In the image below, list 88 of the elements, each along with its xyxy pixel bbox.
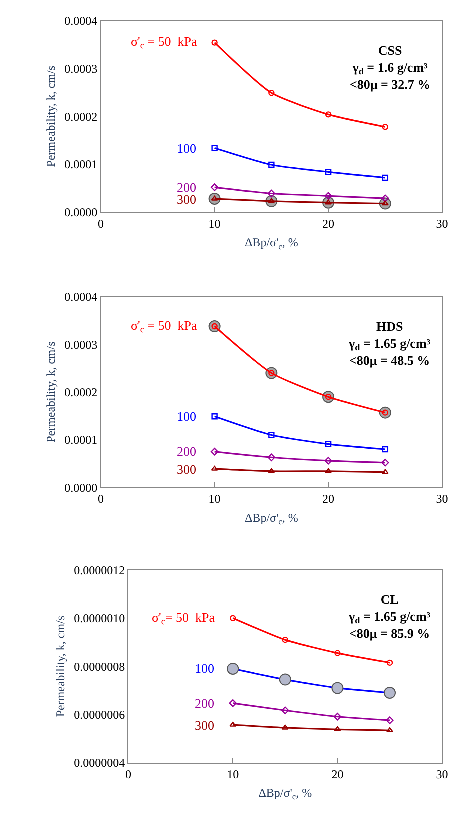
y-tick-label: 0.0000004	[74, 756, 126, 770]
point	[230, 615, 236, 622]
point	[212, 40, 218, 46]
y-tick-label: 0.0001	[64, 158, 98, 172]
point	[268, 190, 276, 198]
point	[227, 662, 240, 675]
y-tick-label: 0.0002	[64, 386, 98, 400]
y-tick-label: 0.0003	[64, 62, 98, 76]
x-tick-label: 30	[436, 767, 448, 782]
point	[268, 468, 276, 474]
x-tick-label: 0	[98, 216, 104, 231]
text: HDS	[376, 319, 404, 334]
point	[384, 687, 396, 700]
point	[282, 724, 289, 730]
series-label: σ'$_{c}$ = 50 kPa	[131, 34, 198, 51]
y-axis-title: Permeability, k, cm/s	[44, 341, 58, 443]
point	[212, 145, 218, 152]
point	[279, 674, 292, 686]
point	[268, 90, 275, 96]
point	[324, 457, 332, 465]
legend-label: 200	[177, 444, 196, 459]
point	[334, 650, 341, 656]
y-axis-title: Permeability, k, cm/s	[53, 616, 68, 718]
x-tick-label: 20	[322, 492, 335, 506]
annotation: γ$_{d}$ = 1.65 g/cm³	[348, 608, 431, 626]
point	[382, 174, 389, 182]
series-label: σ'$_{c}$ = 50 kPa	[131, 318, 198, 335]
text: CL	[380, 592, 400, 607]
point	[325, 112, 332, 118]
point	[334, 713, 342, 721]
y-tick-label: 0.0000006	[74, 708, 126, 722]
x-tick-label: 30	[436, 492, 448, 506]
y-tick-label: 0.0000008	[74, 660, 126, 674]
point	[382, 446, 389, 453]
x-tick-label: 20	[322, 216, 335, 231]
x-tick-label: 20	[332, 767, 344, 782]
point	[382, 469, 389, 474]
annotation: <80μ = 85.9 %	[350, 626, 430, 641]
x-axis-title: ΔBp/σ'$_{c}$, %	[258, 786, 312, 802]
point	[268, 432, 275, 438]
y-tick-label: 0.0004	[64, 290, 98, 304]
legend-label: 100	[177, 409, 196, 424]
annotation: <80μ = 32.7 %	[350, 76, 431, 92]
point	[268, 162, 275, 168]
annotation: <80μ = 48.5 %	[350, 352, 430, 368]
y-tick-label: 0.0000	[64, 206, 98, 220]
point	[332, 682, 344, 694]
y-tick-label: 0.0003	[64, 338, 98, 352]
point	[382, 459, 390, 467]
x-axis-title: ΔBp/σ'$_{c}$, %	[244, 236, 298, 252]
point	[282, 706, 290, 714]
y-tick-label: 0.0001	[64, 433, 98, 448]
text: 300	[177, 192, 196, 207]
x-tick-label: 0	[126, 767, 132, 782]
point	[386, 716, 394, 724]
legend-label: 300	[195, 718, 214, 733]
x-tick-label: 10	[208, 216, 221, 231]
y-tick-label: 0.0004	[64, 14, 98, 28]
series-label: σ'$_{c}$= 50 kPa	[152, 610, 216, 627]
point	[324, 192, 332, 200]
point	[282, 636, 288, 644]
point	[325, 468, 332, 474]
point	[325, 441, 332, 448]
x-tick-label: 0	[98, 492, 104, 506]
legend-label: 300	[177, 462, 196, 477]
point	[325, 169, 332, 176]
x-tick-label: 10	[227, 767, 240, 782]
point	[268, 454, 276, 462]
point	[382, 194, 390, 202]
x-tick-label: 30	[436, 216, 448, 231]
y-tick-label: 0.0000010	[74, 612, 126, 626]
point	[210, 184, 219, 192]
x-axis-title: ΔBp/σ'$_{c}$, %	[244, 510, 298, 526]
y-tick-label: 0.0002	[64, 110, 98, 124]
annotation: γ$_{d}$ = 1.65 g/cm³	[348, 336, 431, 353]
text: CSS	[378, 43, 402, 58]
point	[386, 660, 394, 666]
x-tick-label: 10	[208, 492, 221, 506]
legend-label: 200	[195, 696, 214, 711]
text: 200	[177, 180, 196, 195]
point	[382, 124, 389, 130]
y-tick-label: 0.0000	[64, 480, 98, 495]
text: 100	[177, 141, 196, 156]
annotation: γ$_{d}$ = 1.6 g/cm³	[352, 60, 428, 77]
text: 100	[195, 661, 214, 676]
point	[386, 728, 394, 732]
y-tick-label: 0.0000012	[74, 563, 126, 578]
y-axis-title: Permeability, k, cm/s	[44, 66, 58, 168]
